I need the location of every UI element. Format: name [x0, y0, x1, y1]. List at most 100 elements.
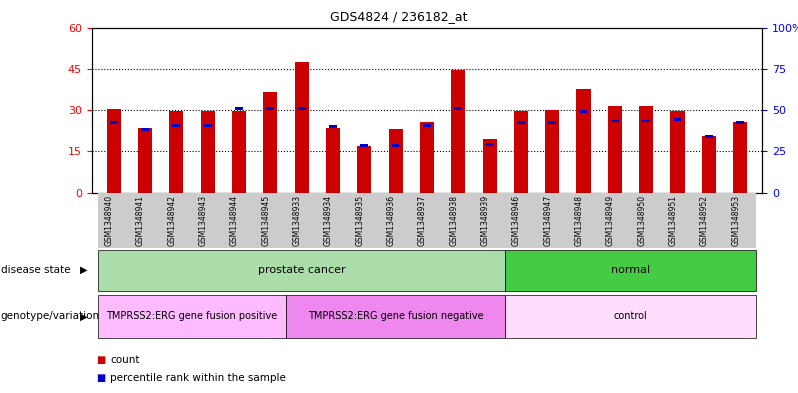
Bar — [611, 119, 618, 122]
Text: GSM1348940: GSM1348940 — [105, 195, 113, 246]
Bar — [361, 144, 368, 147]
Bar — [548, 121, 556, 124]
Bar — [579, 110, 587, 113]
Text: GSM1348949: GSM1348949 — [606, 195, 615, 246]
Text: ■: ■ — [96, 373, 105, 383]
Bar — [568, 193, 599, 248]
Text: GSM1348939: GSM1348939 — [480, 195, 490, 246]
Bar — [517, 121, 525, 124]
Bar — [107, 108, 120, 193]
Bar — [358, 146, 371, 193]
Bar — [98, 193, 129, 248]
Bar — [423, 124, 431, 127]
Bar — [223, 193, 255, 248]
Bar — [725, 193, 756, 248]
Bar — [298, 107, 306, 110]
Bar — [505, 193, 536, 248]
Text: normal: normal — [611, 265, 650, 275]
Bar — [138, 128, 152, 193]
Bar — [670, 112, 685, 193]
Text: prostate cancer: prostate cancer — [258, 265, 346, 275]
Bar — [98, 295, 286, 338]
Bar — [169, 112, 184, 193]
Bar — [98, 250, 505, 290]
Text: GSM1348933: GSM1348933 — [293, 195, 302, 246]
Bar — [326, 128, 340, 193]
Bar — [630, 193, 662, 248]
Text: percentile rank within the sample: percentile rank within the sample — [110, 373, 286, 383]
Bar — [172, 124, 180, 127]
Bar — [203, 124, 211, 127]
Text: GSM1348936: GSM1348936 — [386, 195, 396, 246]
Bar — [267, 107, 275, 110]
Bar — [411, 193, 443, 248]
Text: GSM1348951: GSM1348951 — [669, 195, 678, 246]
Bar — [474, 193, 505, 248]
Bar — [483, 139, 496, 193]
Text: ▶: ▶ — [81, 265, 88, 275]
Bar — [701, 136, 716, 193]
Bar — [294, 62, 309, 193]
Text: GDS4824 / 236182_at: GDS4824 / 236182_at — [330, 10, 468, 23]
Bar — [693, 193, 725, 248]
Text: GSM1348948: GSM1348948 — [575, 195, 583, 246]
Text: GSM1348935: GSM1348935 — [355, 195, 364, 246]
Bar — [639, 106, 654, 193]
Bar — [505, 295, 756, 338]
Text: GSM1348943: GSM1348943 — [199, 195, 207, 246]
Bar — [232, 112, 246, 193]
Text: GSM1348941: GSM1348941 — [136, 195, 145, 246]
Text: GSM1348938: GSM1348938 — [449, 195, 458, 246]
Bar — [674, 118, 681, 121]
Bar — [454, 107, 462, 110]
Bar — [662, 193, 693, 248]
Bar — [160, 193, 192, 248]
Bar — [486, 143, 493, 146]
Text: ■: ■ — [96, 354, 105, 365]
Bar — [255, 193, 286, 248]
Bar — [141, 128, 149, 130]
Bar — [505, 250, 756, 290]
Bar — [329, 125, 337, 128]
Text: TMPRSS2:ERG gene fusion negative: TMPRSS2:ERG gene fusion negative — [308, 311, 484, 321]
Text: disease state: disease state — [1, 265, 70, 275]
Bar — [263, 92, 278, 193]
Text: GSM1348934: GSM1348934 — [324, 195, 333, 246]
Text: GSM1348953: GSM1348953 — [731, 195, 741, 246]
Bar — [380, 193, 411, 248]
Bar — [599, 193, 630, 248]
Bar — [318, 193, 349, 248]
Bar — [536, 193, 568, 248]
Bar — [705, 135, 713, 138]
Bar — [235, 107, 243, 110]
Text: GSM1348937: GSM1348937 — [418, 195, 427, 246]
Text: GSM1348942: GSM1348942 — [168, 195, 176, 246]
Bar — [420, 122, 434, 193]
Bar — [514, 112, 528, 193]
Bar — [545, 110, 559, 193]
Text: genotype/variation: genotype/variation — [1, 311, 100, 321]
Text: count: count — [110, 354, 140, 365]
Text: GSM1348950: GSM1348950 — [637, 195, 646, 246]
Bar — [392, 144, 400, 147]
Bar — [576, 90, 591, 193]
Bar — [200, 112, 215, 193]
Bar — [737, 121, 744, 124]
Bar — [129, 193, 160, 248]
Bar — [443, 193, 474, 248]
Bar — [389, 129, 403, 193]
Text: GSM1348944: GSM1348944 — [230, 195, 239, 246]
Text: GSM1348945: GSM1348945 — [261, 195, 271, 246]
Text: GSM1348947: GSM1348947 — [543, 195, 552, 246]
Bar — [451, 70, 465, 193]
Bar — [642, 119, 650, 122]
Bar — [192, 193, 223, 248]
Bar — [608, 106, 622, 193]
Bar — [110, 121, 117, 124]
Text: GSM1348946: GSM1348946 — [512, 195, 521, 246]
Text: TMPRSS2:ERG gene fusion positive: TMPRSS2:ERG gene fusion positive — [106, 311, 278, 321]
Bar — [286, 295, 505, 338]
Text: GSM1348952: GSM1348952 — [700, 195, 709, 246]
Text: ▶: ▶ — [81, 311, 88, 321]
Text: control: control — [614, 311, 647, 321]
